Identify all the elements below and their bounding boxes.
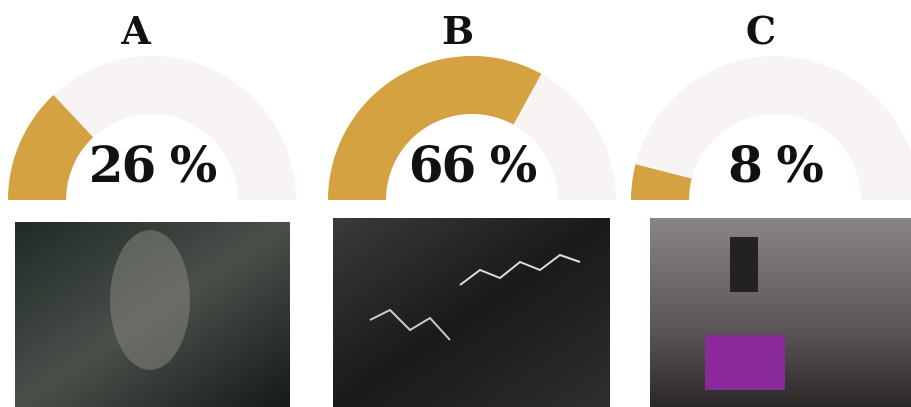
page: A26 %B66 %C8 % (() => { const data = JSO…: [0, 0, 911, 407]
photo-detail: [730, 237, 758, 292]
category-label: C: [746, 8, 776, 53]
gauge-label: 66 %: [409, 135, 537, 194]
gauge-label: 8 %: [728, 135, 823, 194]
category-label: A: [120, 8, 151, 53]
photos: [15, 218, 911, 407]
photo-detail: [110, 230, 190, 370]
gauge-label: 26 %: [89, 135, 217, 194]
category-label: B: [442, 8, 474, 53]
photo-detail: [705, 335, 785, 390]
chart: A 26 % B 66 % C 8 %: [0, 0, 911, 407]
photo: [333, 218, 610, 407]
